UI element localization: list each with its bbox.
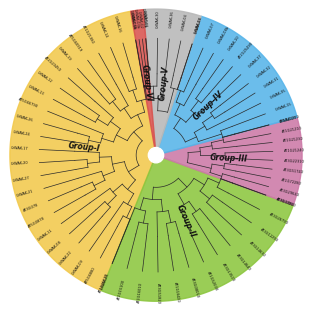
Text: AT1G21210: AT1G21210 [281,126,302,134]
Polygon shape [158,16,297,153]
Text: AT1G15620: AT1G15620 [99,273,110,294]
Text: CrWAK-06: CrWAK-06 [279,116,297,124]
Text: AT1G21240: AT1G21240 [284,148,305,153]
Text: AT3G51820: AT3G51820 [156,283,161,304]
Text: CrWAK-07: CrWAK-07 [206,21,216,39]
Text: CrWAK-24: CrWAK-24 [12,130,30,137]
Circle shape [148,147,164,163]
Text: AT1G15100: AT1G15100 [117,278,126,300]
Polygon shape [131,10,155,148]
Text: AT2G23450: AT2G23450 [43,55,61,72]
Text: AT1G16420: AT1G16420 [173,281,180,302]
Text: AT1G21270: AT1G21270 [279,115,300,124]
Text: CrWAK-01: CrWAK-01 [141,10,147,28]
Text: AT1G72280: AT1G72280 [281,178,302,186]
Text: AT3G13520: AT3G13520 [221,263,236,283]
Text: CrWAK-31: CrWAK-31 [263,76,280,89]
Text: CrWAK-11: CrWAK-11 [37,228,54,242]
Text: AT3G078: AT3G078 [22,203,39,213]
Text: CrWAK-03: CrWAK-03 [193,16,203,35]
Text: AT3G26790: AT3G26790 [268,213,289,226]
Text: CrWAK-09: CrWAK-09 [71,259,85,276]
Text: AT5G0878: AT5G0878 [27,216,46,229]
Text: CrWAK-08: CrWAK-08 [47,239,63,254]
Text: CrWAK-04b: CrWAK-04b [128,9,136,30]
Text: CrWAK-16: CrWAK-16 [113,15,122,33]
Text: CrWAK-37: CrWAK-37 [247,54,263,69]
Text: CrWAK-10: CrWAK-10 [228,35,241,52]
Text: CrWAK-19: CrWAK-19 [57,46,72,62]
Text: CrWAK-02: CrWAK-02 [137,11,143,29]
Text: CrWAK-23: CrWAK-23 [193,16,203,35]
Text: AT3G07B2: AT3G07B2 [275,197,294,207]
Text: CrWAK-20: CrWAK-20 [11,161,29,166]
Text: Group-IV: Group-IV [192,89,226,122]
Text: CrWAK-15: CrWAK-15 [275,102,293,112]
Text: AT5G6880: AT5G6880 [85,267,97,285]
Text: CrWAK-22: CrWAK-22 [59,250,73,266]
Text: CrWAK-17: CrWAK-17 [11,146,29,151]
Polygon shape [10,11,155,290]
Text: AT2G25490: AT2G25490 [238,41,255,60]
Text: Group-I: Group-I [67,142,100,154]
Text: CrWAK-26: CrWAK-26 [16,114,34,123]
Polygon shape [101,158,293,301]
Text: CrWAK-14: CrWAK-14 [98,21,108,38]
Text: AT1G52000: AT1G52000 [206,271,218,292]
Text: AT1G16010: AT1G16010 [137,282,143,303]
Text: CrWAK-13: CrWAK-13 [27,84,45,96]
Text: CrWAK-21: CrWAK-21 [16,189,34,198]
Text: AT5G66790: AT5G66790 [17,97,38,109]
Text: Group-II: Group-II [174,203,197,239]
Text: CrWAK-35: CrWAK-35 [270,89,287,100]
Text: Group-III: Group-III [209,153,247,164]
Text: CrWAK-27: CrWAK-27 [12,175,31,183]
Text: CrWAK-04: CrWAK-04 [181,13,189,31]
Polygon shape [163,117,302,205]
Text: CrWAK-25: CrWAK-25 [100,273,110,291]
Text: AT3G08010: AT3G08010 [190,277,200,299]
Polygon shape [143,9,201,148]
Text: Group-VI: Group-VI [140,64,154,103]
Text: CrWAK-08b: CrWAK-08b [217,26,230,45]
Text: AT3G12290: AT3G12290 [259,227,278,243]
Text: CrWAK-12: CrWAK-12 [36,70,52,84]
Text: AT1G21380: AT1G21380 [81,25,95,45]
Text: CrWAK-26b: CrWAK-26b [141,8,147,28]
Text: AT5G60919: AT5G60919 [67,33,83,53]
Text: Group-V: Group-V [158,65,171,101]
Text: CrWAK-03b: CrWAK-03b [133,9,139,29]
Text: AT3G14640: AT3G14640 [235,253,252,271]
Text: AT1G21230: AT1G21230 [283,137,304,143]
Text: AT3G22310: AT3G22310 [283,159,305,164]
Text: AT3G34260: AT3G34260 [275,197,296,208]
Text: AT3G29640: AT3G29640 [278,188,300,197]
Text: AT3G51740: AT3G51740 [282,169,304,175]
Text: AT3G14630: AT3G14630 [248,241,266,258]
Text: CrWAK-32: CrWAK-32 [256,65,272,78]
Text: CrWAK-18: CrWAK-18 [129,12,136,30]
Text: CrWAK-36: CrWAK-36 [168,11,174,29]
Text: CrWAK-30: CrWAK-30 [156,10,160,28]
